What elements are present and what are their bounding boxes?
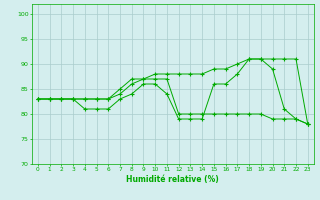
X-axis label: Humidité relative (%): Humidité relative (%) <box>126 175 219 184</box>
